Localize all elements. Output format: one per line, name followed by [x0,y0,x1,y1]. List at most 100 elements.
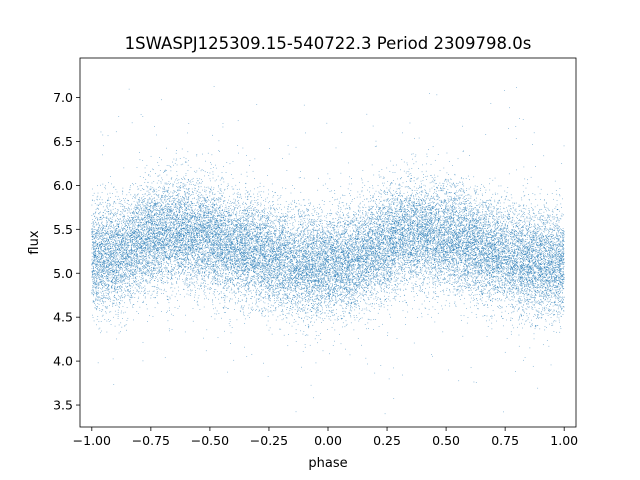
data-point [271,281,273,282]
data-point [128,268,130,270]
data-point [442,278,444,280]
data-point [547,277,549,279]
data-point [169,236,171,238]
data-point [536,255,538,256]
data-point [351,234,353,236]
data-point [451,252,452,254]
data-point [237,270,239,272]
data-point [353,254,355,256]
data-point [492,301,493,302]
data-point [190,253,192,255]
data-point [328,242,330,243]
data-point [139,306,141,308]
data-point [440,242,442,243]
data-point [405,231,407,233]
data-point [556,266,557,268]
data-point [187,206,189,207]
data-point [480,190,482,191]
data-point [130,250,132,252]
data-point [174,214,176,216]
data-point [102,250,104,252]
data-point [314,274,316,276]
data-point [245,210,247,212]
data-point [381,258,382,260]
data-point [386,250,387,252]
data-point [286,313,288,314]
data-point [459,229,461,230]
data-point [501,262,502,264]
data-point [153,189,154,191]
data-point [197,219,199,221]
data-point [409,216,411,218]
data-point [498,253,499,255]
data-point [399,224,401,226]
data-point [182,163,184,165]
data-point [309,294,311,296]
data-point [103,302,104,304]
data-point [227,252,229,253]
data-point [506,260,507,261]
data-point [535,250,537,252]
data-point [312,295,313,297]
data-point [488,259,489,260]
data-point [261,275,263,277]
data-point [164,189,166,190]
data-point [508,248,509,250]
data-point [416,237,417,239]
data-point [396,254,398,256]
data-point [310,321,311,323]
data-point [477,214,479,216]
data-point [395,299,397,301]
data-point [555,256,556,258]
data-point [490,239,492,240]
data-point [500,239,502,241]
data-point [327,261,329,262]
data-point [374,214,376,216]
data-point [232,226,233,228]
data-point [536,302,538,303]
data-point [210,201,211,203]
data-point [286,317,288,319]
data-point [531,230,533,232]
data-point [194,230,196,231]
data-point [463,227,465,228]
data-point [282,314,284,315]
data-point [525,243,527,245]
data-point [360,255,362,256]
data-point [109,254,110,256]
data-point [340,262,341,264]
data-point [366,261,368,263]
data-point [279,218,280,220]
data-point [519,245,521,246]
data-point [116,270,118,271]
data-point [173,213,175,215]
data-point [293,248,294,249]
data-point [375,257,377,259]
data-point [185,244,187,246]
data-point [335,302,337,304]
data-point [511,220,513,222]
data-point [322,289,324,291]
data-point [184,222,185,224]
data-point [168,214,169,216]
data-point [114,213,116,215]
data-point [543,257,545,259]
data-point [528,271,530,273]
data-point [416,226,418,227]
data-point [224,197,226,198]
data-point [155,297,156,298]
data-point [123,240,124,241]
data-point [147,199,149,201]
data-point [390,271,392,273]
data-point [429,233,431,235]
data-point [451,217,453,219]
data-point [208,288,210,290]
data-point [480,219,482,221]
data-point [259,274,260,276]
data-point [524,278,526,279]
data-point [179,234,181,236]
data-point [199,219,200,221]
data-point [235,225,237,227]
data-point [184,263,186,265]
data-point [291,216,292,218]
